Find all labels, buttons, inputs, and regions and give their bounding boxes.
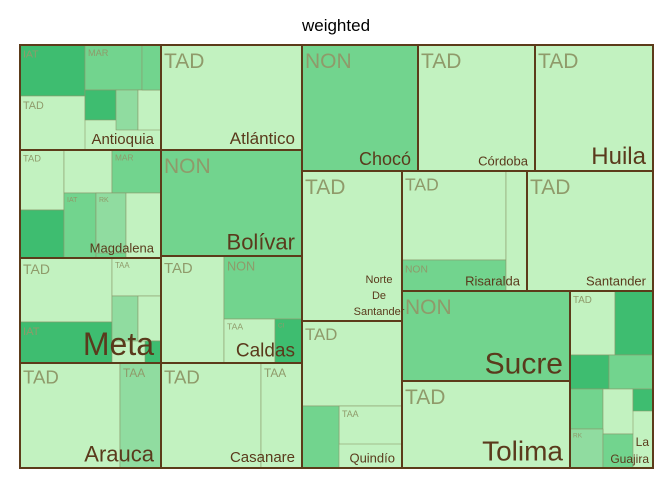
treemap-subgroup-antioquia-5	[137, 89, 162, 131]
treemap-group-tolima	[401, 380, 571, 469]
treemap-subgroup-label-choco-0: NON	[305, 50, 352, 73]
treemap-subgroup-santander-0	[526, 170, 654, 292]
chart-title: weighted	[301, 16, 371, 35]
treemap-subgroup-label-antioquia-2: TAD	[23, 100, 44, 112]
treemap-subgroup-label-santander-0: TAD	[530, 176, 570, 199]
treemap-group-label-meta: Meta	[83, 326, 154, 362]
treemap-subgroup-label-risaralda-0: TAD	[405, 174, 439, 194]
treemap-subgroup-label-magdalena-0: TAD	[23, 153, 41, 163]
treemap-group-label-atlantico: Atlántico	[230, 129, 295, 148]
treemap-subgroup-la-guajira-1	[614, 290, 654, 356]
treemap-group-label-choco: Chocó	[359, 149, 411, 169]
treemap-subgroup-arauca-1	[119, 362, 162, 469]
treemap-subgroup-label-meta-0: TAD	[23, 261, 50, 277]
treemap-subgroup-antioquia-6	[141, 44, 162, 91]
treemap-group-label-sucre: Sucre	[485, 347, 563, 380]
treemap-subgroup-label-meta-1: TAA	[115, 261, 130, 270]
treemap-subgroup-label-caldas-1: NON	[227, 260, 255, 274]
treemap-subgroup-label-arauca-1: TAA	[123, 366, 145, 380]
treemap-subgroup-label-arauca-0: TAD	[23, 367, 59, 388]
treemap-subgroup-quindio-2	[301, 405, 340, 469]
treemap-subgroup-magdalena-7	[125, 192, 162, 259]
treemap-subgroup-label-quindio-0: TAD	[305, 325, 337, 344]
treemap-group-label-tolima: Tolima	[482, 436, 563, 467]
treemap-subgroup-meta-2	[19, 321, 113, 364]
treemap-subgroup-meta-1	[111, 257, 162, 297]
treemap-subgroup-label-la-guajira-6: RK	[573, 433, 583, 440]
treemap-subgroup-label-antioquia-0: IAT	[23, 48, 39, 60]
treemap-subgroup-label-sucre-0: NON	[405, 296, 452, 319]
treemap-subgroup-cordoba-0	[417, 44, 536, 172]
treemap-group-label-bolivar: Bolívar	[227, 229, 295, 254]
treemap-group-label-norte-de-santander-2: Santander	[354, 306, 405, 318]
treemap-group-label-norte-de-santander-0: Norte	[366, 274, 393, 286]
treemap-subgroup-label-caldas-2: TAA	[227, 322, 243, 332]
treemap-subgroup-label-caldas-3: CI	[278, 322, 285, 329]
treemap-subgroup-caldas-0	[160, 255, 225, 364]
treemap-subgroup-la-guajira-2	[569, 354, 610, 390]
treemap-subgroup-la-guajira-7	[632, 388, 654, 412]
treemap-subgroup-label-magdalena-6: RK	[99, 197, 109, 204]
treemap-subgroup-meta-3	[111, 295, 139, 342]
treemap-group-label-huila: Huila	[591, 143, 646, 170]
treemap-group-label-norte-de-santander-1: De	[372, 290, 386, 302]
treemap-subgroup-label-casanare-0: TAD	[164, 367, 200, 388]
treemap-group-label-arauca: Arauca	[84, 441, 154, 466]
treemap-group-casanare	[160, 362, 303, 469]
treemap-subgroup-label-tolima-0: TAD	[405, 386, 445, 409]
treemap-subgroup-label-risaralda-1: NON	[405, 264, 428, 275]
treemap-subgroup-label-magdalena-3: IAT	[67, 197, 78, 204]
treemap-subgroup-huila-0	[534, 44, 654, 172]
treemap-subgroup-caldas-2	[223, 318, 276, 364]
treemap-subgroup-bolivar-0	[160, 149, 303, 257]
treemap-subgroup-label-norte-de-santander-0: TAD	[305, 176, 345, 199]
treemap-group-label-caldas: Caldas	[236, 341, 295, 362]
treemap-subgroup-label-antioquia-1: MAR	[88, 48, 109, 58]
treemap-subgroup-label-quindio-1: TAA	[342, 409, 359, 419]
treemap-subgroup-risaralda-1	[401, 259, 507, 292]
treemap-group-la-guajira	[569, 290, 654, 469]
treemap-subgroup-label-la-guajira-0: TAD	[573, 295, 592, 306]
treemap-subgroup-la-guajira-4	[569, 388, 604, 430]
treemap-subgroup-magdalena-1	[19, 209, 65, 259]
treemap-subgroup-label-meta-2: IAT	[23, 326, 40, 338]
treemap-subgroup-la-guajira-6	[569, 428, 604, 469]
treemap-group-label-risaralda: Risaralda	[465, 273, 521, 288]
treemap-group-label-antioquia: Antioquia	[91, 131, 154, 148]
treemap-subgroup-label-cordoba-0: TAD	[421, 50, 461, 73]
treemap-group-label-casanare: Casanare	[230, 449, 295, 466]
treemap-subgroup-quindio-0	[301, 320, 403, 407]
treemap-subgroup-sucre-0	[401, 290, 571, 382]
treemap-group-label-quindio: Quindío	[349, 450, 395, 465]
treemap-subgroup-magdalena-6	[95, 192, 127, 254]
treemap-subgroup-label-bolivar-0: NON	[164, 155, 211, 178]
treemap-subgroup-antioquia-4	[115, 89, 139, 131]
treemap-subgroup-quindio-1	[338, 405, 403, 445]
treemap-subgroup-la-guajira-5	[602, 388, 634, 435]
treemap-group-label-magdalena: Magdalena	[90, 240, 155, 255]
treemap-subgroup-antioquia-0	[19, 44, 86, 97]
treemap-subgroup-antioquia-3	[84, 89, 117, 121]
treemap-subgroup-choco-0	[301, 44, 419, 172]
treemap-subgroup-label-huila-0: TAD	[538, 50, 578, 73]
treemap-subgroup-norte-de-santander-0	[301, 170, 403, 322]
treemap-subgroup-label-magdalena-4: MAR	[115, 152, 133, 162]
treemap-subgroup-label-atlantico-0: TAD	[164, 50, 204, 73]
treemap-subgroup-casanare-1	[260, 362, 303, 469]
treemap-group-label-cordoba: Córdoba	[478, 153, 529, 168]
treemap-group-label-la-guajira-1: Guajira	[610, 452, 649, 466]
treemap-group-label-santander: Santander	[586, 273, 647, 288]
treemap-subgroup-magdalena-4	[111, 149, 162, 194]
treemap-subgroup-label-casanare-1: TAA	[264, 366, 286, 380]
treemap-subgroup-magdalena-2	[63, 149, 113, 194]
treemap-subgroup-label-caldas-0: TAD	[164, 261, 193, 277]
treemap-group-label-la-guajira-0: La	[636, 435, 650, 449]
treemap-subgroup-la-guajira-3	[608, 354, 654, 390]
